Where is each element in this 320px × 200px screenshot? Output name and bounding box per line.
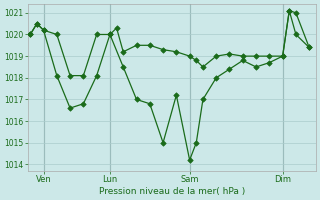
X-axis label: Pression niveau de la mer( hPa ): Pression niveau de la mer( hPa ) <box>99 187 245 196</box>
